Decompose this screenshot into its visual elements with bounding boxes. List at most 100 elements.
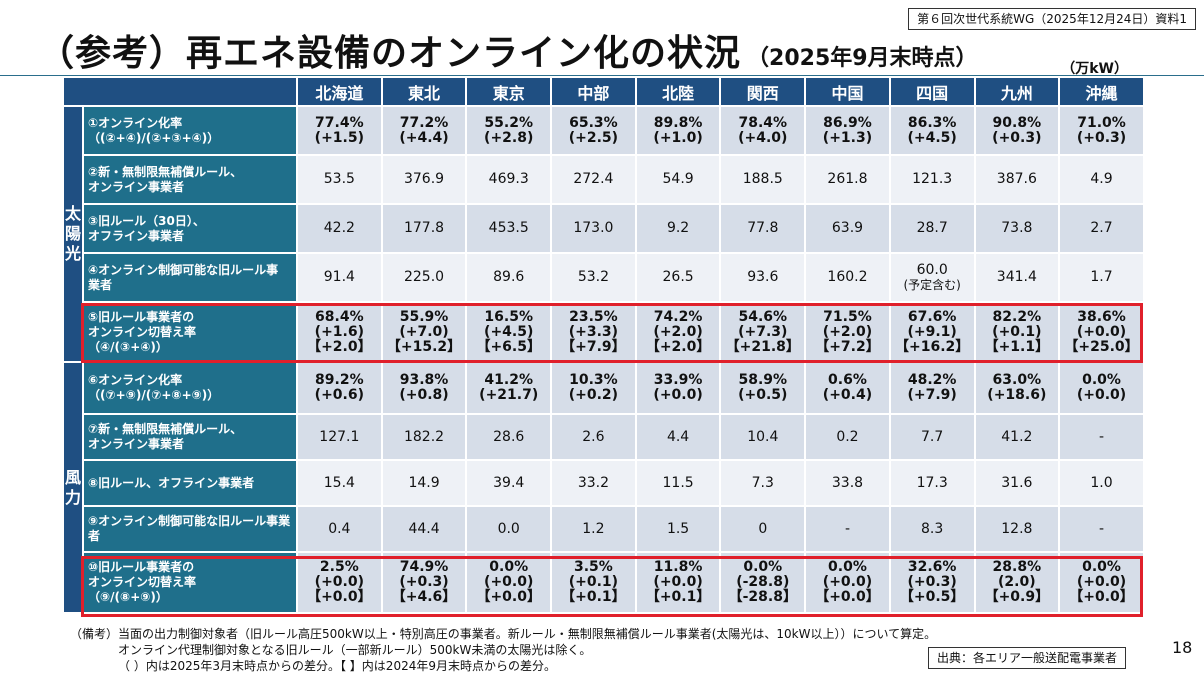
data-cell: 55.9% (+7.0) 【+15.2】 bbox=[380, 301, 468, 363]
page-title: （参考）再エネ設備のオンライン化の状況 （2025年9月末時点） bbox=[38, 24, 978, 76]
cell-diff: (+4.0) bbox=[738, 129, 788, 146]
cell-value: 173.0 bbox=[573, 220, 614, 236]
row-label-line: ⑤旧ルール事業者の bbox=[88, 309, 195, 324]
row-label: ⑧旧ルール、オフライン事業者 bbox=[82, 459, 298, 507]
cell-value: 54.9 bbox=[662, 171, 694, 187]
data-cell: 0 bbox=[719, 505, 807, 553]
data-cell: 31.6 bbox=[973, 459, 1061, 507]
cell-value: 77.4% bbox=[315, 114, 364, 131]
data-cell: 33.8 bbox=[804, 459, 891, 507]
data-cell: 78.4% (+4.0) bbox=[719, 105, 807, 156]
cell-diff: (+1.5) bbox=[314, 129, 364, 146]
region-header: 中部 bbox=[550, 76, 637, 107]
data-cell: 63.0% (+18.6) bbox=[973, 361, 1061, 415]
cell-diff: 【+0.9】 bbox=[984, 589, 1050, 605]
cell-diff: (+2.8) bbox=[484, 129, 534, 146]
cell-value: 68.4% bbox=[315, 308, 364, 325]
data-cell: 0.0% (+0.0) bbox=[1058, 361, 1145, 415]
region-header: 北陸 bbox=[634, 76, 722, 107]
cell-value: 4.9 bbox=[1090, 171, 1113, 187]
cell-value: 1.5 bbox=[666, 520, 690, 537]
cell-value: 7.7 bbox=[921, 428, 944, 445]
cell-value: 67.6% bbox=[907, 308, 957, 325]
cell-value: 8.3 bbox=[921, 520, 944, 537]
data-cell: 86.3% (+4.5) bbox=[888, 105, 976, 156]
cell-diff: 【+15.2】 bbox=[386, 338, 462, 355]
data-cell: 44.4 bbox=[380, 505, 468, 553]
data-cell: 1.2 bbox=[550, 505, 637, 553]
cell-diff: (2.0) bbox=[998, 574, 1036, 590]
cell-value: 160.2 bbox=[827, 269, 868, 285]
cell-diff: 【+1.1】 bbox=[984, 338, 1050, 355]
cell-diff: (+2.5) bbox=[568, 129, 619, 146]
row-label-line: 者 bbox=[88, 529, 101, 543]
row-label: ⑤旧ルール事業者の オンライン切替え率 （④/(③+④)） bbox=[82, 301, 298, 363]
table-row: ⑩旧ルール事業者の オンライン切替え率 （⑨/(⑧+⑨)） 2.5% (+0.0) 【+0… bbox=[63, 551, 1145, 614]
group-char: 風 bbox=[64, 467, 81, 487]
cell-diff: 【+0.1】 bbox=[645, 589, 711, 605]
data-cell: 38.6% (+0.0) 【+25.0】 bbox=[1058, 301, 1145, 363]
table-row: ④オンライン制御可能な旧ルール事 業者 91.4 225.0 89.6 53.2 26.5 9… bbox=[63, 252, 1145, 303]
data-cell: 90.8% (+0.3) bbox=[973, 105, 1061, 156]
cell-value: 0.0 bbox=[497, 520, 520, 537]
data-cell: 86.9% (+1.3) bbox=[804, 105, 891, 156]
cell-diff: (+0.0) bbox=[484, 574, 534, 590]
data-cell: 0.2 bbox=[804, 413, 891, 461]
cell-value: 89.2% bbox=[315, 372, 364, 388]
cell-diff: 【+6.5】 bbox=[476, 338, 541, 355]
cell-diff: (+0.0) bbox=[653, 387, 703, 403]
cell-value: 89.6 bbox=[493, 269, 525, 285]
cell-diff: (+2.0) bbox=[822, 323, 873, 340]
data-cell: 41.2 bbox=[973, 413, 1061, 461]
cell-value: 53.5 bbox=[323, 171, 355, 187]
data-cell: 77.2% (+4.4) bbox=[380, 105, 468, 156]
cell-value: - bbox=[844, 520, 850, 537]
data-cell: 93.8% (+0.8) bbox=[380, 361, 468, 415]
cell-value: 26.5 bbox=[662, 269, 694, 285]
data-cell: 0.6% (+0.4) bbox=[804, 361, 891, 415]
data-cell: 469.3 bbox=[465, 154, 553, 205]
cell-diff: (+0.4) bbox=[822, 387, 873, 403]
cell-diff: 【+25.0】 bbox=[1064, 338, 1139, 355]
region-header: 中国 bbox=[804, 76, 891, 107]
data-cell: 0.0 bbox=[465, 505, 553, 553]
cell-value: 121.3 bbox=[912, 171, 953, 187]
data-cell: 0.4 bbox=[296, 505, 383, 553]
data-cell: 89.6 bbox=[465, 252, 553, 303]
cell-value: 71.5% bbox=[823, 308, 872, 325]
data-cell: 91.4 bbox=[296, 252, 383, 303]
data-cell: 376.9 bbox=[380, 154, 468, 205]
data-cell: 10.3% (+0.2) bbox=[550, 361, 637, 415]
online-status-table: 北海道 東北 東京 中部 北陸 関西 中国 四国 九州 沖縄 太陽光 ①オンライン… bbox=[62, 76, 1145, 614]
cell-value: 14.9 bbox=[408, 474, 440, 491]
data-cell: 33.2 bbox=[550, 459, 637, 507]
cell-value: 32.6% bbox=[907, 559, 957, 575]
cell-value: 28.7 bbox=[916, 220, 948, 236]
data-cell: 17.3 bbox=[888, 459, 976, 507]
table-row: ⑧旧ルール、オフライン事業者 15.4 14.9 39.4 33.2 11.5 7.3 33.… bbox=[63, 459, 1145, 507]
cell-diff: (+0.0) bbox=[822, 574, 873, 590]
data-cell: 41.2% (+21.7) bbox=[465, 361, 553, 415]
table-body: 太陽光 ①オンライン化率 （(②+④)/(②+③+④)） 77.4% (+1.5) 77.… bbox=[62, 105, 1145, 614]
cell-value: 3.5% bbox=[573, 559, 613, 575]
data-cell: 2.7 bbox=[1058, 203, 1145, 254]
cell-value: 177.8 bbox=[403, 220, 445, 236]
data-cell: 1.5 bbox=[634, 505, 722, 553]
cell-diff: 【+7.9】 bbox=[561, 338, 626, 355]
cell-diff: (+1.0) bbox=[653, 129, 703, 146]
cell-diff: 【+2.0】 bbox=[307, 338, 372, 355]
row-label-line: ⑥オンライン化率 bbox=[88, 373, 183, 387]
cell-value: 74.9% bbox=[399, 559, 449, 575]
cell-diff: (+0.3) bbox=[992, 129, 1042, 146]
data-cell: 0.0% (+0.0) 【+0.0】 bbox=[804, 551, 891, 614]
cell-diff: 【+4.6】 bbox=[391, 589, 457, 605]
cell-diff: (-28.8) bbox=[736, 574, 790, 590]
cell-diff: (+0.1) bbox=[992, 323, 1042, 340]
cell-value: 93.6 bbox=[747, 269, 779, 285]
data-cell: 8.3 bbox=[888, 505, 976, 553]
cell-value: 10.4 bbox=[747, 428, 779, 445]
row-label-line: （⑨/(⑧+⑨)） bbox=[88, 590, 168, 604]
cell-diff: (+0.3) bbox=[907, 574, 957, 590]
data-cell: 63.9 bbox=[804, 203, 891, 254]
data-cell: 77.4% (+1.5) bbox=[296, 105, 383, 156]
